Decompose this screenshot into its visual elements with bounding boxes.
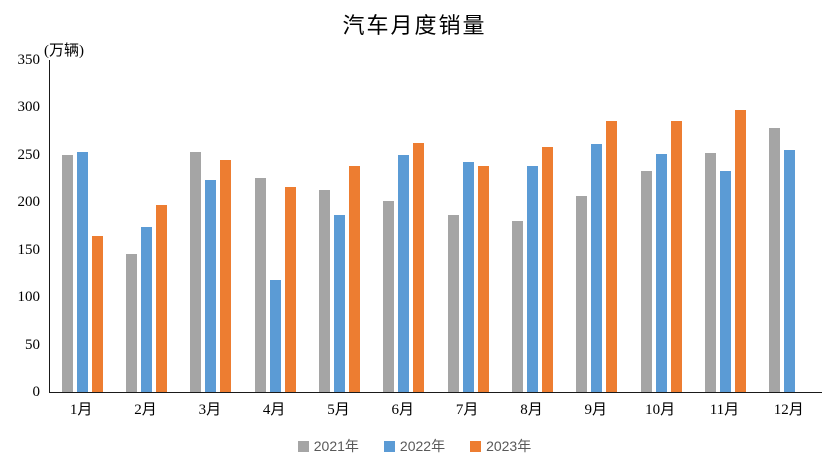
y-tick-label-300: 300	[17, 99, 41, 116]
legend-swatch-icon	[297, 440, 309, 452]
bar-2021-m7	[447, 215, 459, 392]
legend-label: 2023年	[486, 438, 532, 454]
bar-group-m12	[758, 60, 822, 392]
x-axis-label-m10: 10月	[645, 402, 676, 418]
bar-2022-m12	[784, 149, 796, 392]
bar-2023-m10	[670, 121, 682, 392]
bar-2022-m10	[655, 154, 667, 392]
bar-2021-m8	[511, 221, 523, 392]
bar-2022-m1	[76, 151, 88, 392]
x-axis-label-m3: 3月	[198, 402, 222, 418]
bar-group-m8	[500, 60, 564, 392]
bar-2022-m3	[205, 180, 217, 392]
bar-group-m4	[243, 60, 307, 392]
y-axis-tick-labels: 0 50 100 150 200 250 300 350	[0, 52, 41, 400]
y-tick-label-250: 250	[17, 146, 41, 163]
bar-2021-m10	[640, 170, 652, 392]
bar-2023-m1	[91, 235, 103, 392]
bar-2021-m4	[254, 178, 266, 392]
bar-2023-m5	[348, 166, 360, 392]
legend-label: 2022年	[399, 438, 446, 454]
x-axis-label-m7: 7月	[455, 402, 479, 418]
bar-2023-m4	[284, 187, 296, 392]
bar-2021-m9	[576, 195, 588, 392]
y-tick-label-350: 350	[17, 52, 41, 68]
bar-2022-m6	[398, 154, 410, 392]
x-axis-label-m8: 8月	[520, 402, 543, 418]
legend-label: 2021年	[313, 438, 359, 454]
y-tick-label-200: 200	[17, 194, 41, 211]
legend-item-2022: 2022年	[383, 436, 446, 456]
bar-group-m7	[436, 60, 500, 392]
bar-group-m6	[372, 60, 436, 392]
legend-swatch-icon	[383, 440, 395, 452]
bar-2021-m3	[190, 152, 202, 392]
bar-2023-m8	[541, 147, 553, 392]
bar-2022-m9	[591, 144, 603, 392]
y-tick-label-50: 50	[25, 336, 40, 353]
bar-2021-m6	[383, 200, 395, 392]
y-axis-unit-label: (万辆)	[44, 43, 84, 59]
bar-2023-m7	[477, 165, 489, 392]
x-axis-label-m2: 2月	[134, 402, 157, 418]
x-axis-label-m5: 5月	[327, 402, 350, 418]
chart-title: 汽车月度销量	[342, 13, 487, 38]
bar-2021-m2	[125, 253, 137, 392]
bar-2023-m3	[220, 159, 232, 392]
bar-2022-m2	[140, 227, 152, 392]
bar-2021-m1	[61, 154, 73, 392]
bar-group-m10	[629, 60, 693, 392]
x-axis-labels: 1月 2月 3月 4月 5月 6月 7月 8月 9月 10月 11月 12月	[49, 398, 821, 419]
bar-group-m9	[565, 60, 629, 392]
bar-2021-m11	[704, 152, 716, 392]
x-axis-label-m11: 11月	[709, 402, 740, 418]
legend-swatch-icon	[470, 440, 482, 452]
bar-group-m3	[179, 60, 243, 392]
bar-2021-m5	[318, 190, 330, 392]
bar-2022-m5	[333, 215, 345, 392]
bar-2023-m6	[413, 143, 425, 392]
bar-2023-m9	[606, 120, 618, 392]
bar-2023-m2	[155, 204, 167, 392]
bar-group-m2	[114, 60, 178, 392]
bar-group-m11	[693, 60, 757, 392]
plot-area	[49, 60, 822, 393]
legend-item-2023: 2023年	[470, 436, 531, 456]
bar-2022-m4	[269, 279, 281, 392]
bar-2023-m11	[734, 110, 746, 392]
x-axis-label-m4: 4月	[262, 402, 286, 418]
bar-2021-m12	[769, 127, 781, 392]
y-tick-label-0: 0	[32, 384, 41, 400]
x-axis-label-m1: 1月	[69, 402, 93, 418]
bar-group-m5	[307, 60, 371, 392]
x-axis-label-m6: 6月	[391, 402, 415, 418]
legend: 2021年 2022年 2023年	[0, 436, 829, 456]
bar-group-m1	[50, 60, 114, 392]
bar-2022-m7	[462, 162, 474, 392]
bar-2022-m8	[526, 165, 538, 392]
legend-item-2021: 2021年	[297, 436, 359, 456]
x-axis-label-m12: 12月	[773, 402, 804, 418]
y-tick-label-150: 150	[17, 241, 41, 258]
x-axis-label-m9: 9月	[584, 402, 608, 418]
bar-2022-m11	[719, 171, 731, 392]
y-tick-label-100: 100	[17, 289, 41, 306]
